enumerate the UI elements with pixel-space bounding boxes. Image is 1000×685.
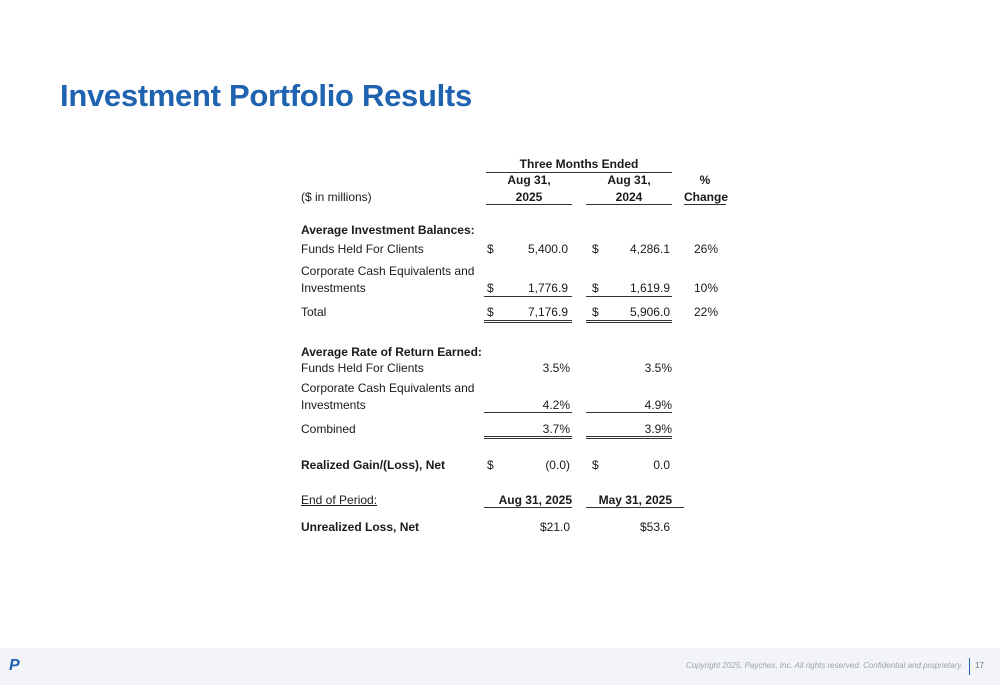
cell-value: 4.9% <box>644 398 672 412</box>
cell-currency: $ <box>592 281 599 295</box>
cell-value: 1,776.9 <box>527 281 568 295</box>
total-double-rule <box>484 320 572 323</box>
cell-currency: $ <box>487 305 494 319</box>
col1-header-rule <box>486 204 572 205</box>
units-label: ($ in millions) <box>301 190 372 204</box>
row-label-rr-corp-line1: Corporate Cash Equivalents and <box>301 381 475 395</box>
col2-header-line2: 2024 <box>615 190 643 204</box>
total-double-rule <box>586 320 672 323</box>
subtotal-rule <box>586 296 672 297</box>
row-label-combined: Combined <box>301 422 356 436</box>
col3-header-line2: Change <box>684 190 729 204</box>
row-label-corp-line1: Corporate Cash Equivalents and <box>301 264 475 278</box>
cell-value: 3.5% <box>644 361 672 375</box>
cell-currency: $ <box>487 281 494 295</box>
cell-value: 3.9% <box>644 422 672 436</box>
page-title: Investment Portfolio Results <box>60 78 472 113</box>
col3-header-rule <box>684 204 726 205</box>
header-group-rule <box>486 172 672 173</box>
row-label-rr-corp-line2: Investments <box>301 398 366 412</box>
col1-header-line1: Aug 31, <box>507 173 551 187</box>
paychex-logo-icon: P <box>9 657 20 674</box>
cell-currency: $ <box>592 458 599 472</box>
cell-percent: 26% <box>694 242 719 256</box>
col2-header-rule <box>586 204 672 205</box>
row-label-unrealized-loss: Unrealized Loss, Net <box>301 520 420 534</box>
cell-currency: $ <box>487 242 494 256</box>
row-label-end-of-period: End of Period: <box>301 493 378 507</box>
eop-rule <box>484 507 572 508</box>
cell-value: 3.5% <box>542 361 570 375</box>
col1-header-line2: 2025 <box>515 190 543 204</box>
combined-double-rule <box>484 436 572 439</box>
eop-date-1: Aug 31, 2025 <box>498 493 572 507</box>
cell-value: (0.0) <box>545 458 570 472</box>
cell-value: 7,176.9 <box>527 305 568 319</box>
row-label-rr-funds: Funds Held For Clients <box>301 361 424 375</box>
cell-value: $21.0 <box>539 520 570 534</box>
subtotal-rule <box>484 296 572 297</box>
row-label-total: Total <box>301 305 327 319</box>
cell-value: 3.7% <box>542 422 570 436</box>
cell-value: 5,400.0 <box>527 242 568 256</box>
footer-bar: P Copyright 2025, Paychex, Inc. All righ… <box>0 648 1000 685</box>
cell-value: 5,906.0 <box>629 305 670 319</box>
cell-value: 1,619.9 <box>629 281 670 295</box>
investment-table: Three Months Ended Aug 31, Aug 31, % ($ … <box>301 157 729 534</box>
col3-header-line1: % <box>699 173 711 187</box>
row-label-realized-gain: Realized Gain/(Loss), Net <box>301 458 446 472</box>
eop-date-2: May 31, 2025 <box>598 493 672 507</box>
subtotal-rule <box>586 412 672 413</box>
row-label-funds: Funds Held For Clients <box>301 242 424 256</box>
section-header-balances: Average Investment Balances: <box>301 223 475 237</box>
cell-percent: 22% <box>694 305 719 319</box>
page-number: 17 <box>975 661 984 670</box>
cell-currency: $ <box>592 305 599 319</box>
cell-currency: $ <box>592 242 599 256</box>
cell-percent: 10% <box>694 281 719 295</box>
eop-rule <box>586 507 684 508</box>
footer-divider <box>969 658 970 675</box>
copyright-text: Copyright 2025, Paychex, Inc. All rights… <box>685 661 963 670</box>
col2-header-line1: Aug 31, <box>607 173 651 187</box>
header-group: Three Months Ended <box>519 157 639 171</box>
cell-value: $53.6 <box>639 520 670 534</box>
cell-value: 4.2% <box>542 398 570 412</box>
subtotal-rule <box>484 412 572 413</box>
cell-currency: $ <box>487 458 494 472</box>
combined-double-rule <box>586 436 672 439</box>
cell-value: 4,286.1 <box>629 242 670 256</box>
cell-value: 0.0 <box>653 458 670 472</box>
section-header-return: Average Rate of Return Earned: <box>301 345 482 359</box>
row-label-corp-line2: Investments <box>301 281 366 295</box>
